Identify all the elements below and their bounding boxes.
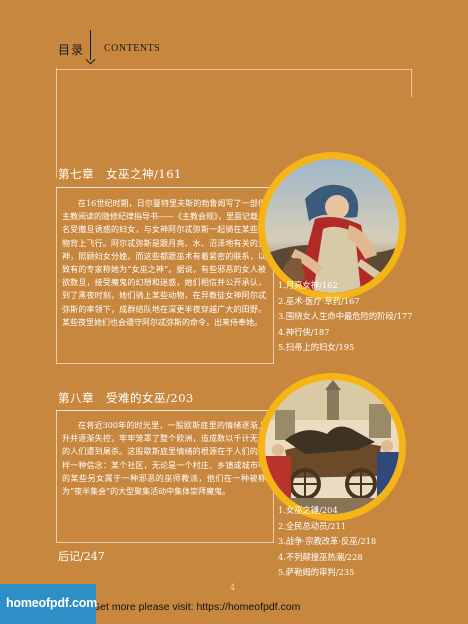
chapter-7-box xyxy=(56,187,274,364)
decorative-frame-top xyxy=(56,69,411,70)
decorative-frame-right xyxy=(411,69,412,97)
footer-link-text[interactable]: Get more please visit: https://homeofpdf… xyxy=(92,601,301,613)
section-item[interactable]: 2.全民总动员/211 xyxy=(278,520,347,531)
chapter-8-summary-text: 在将近300年的时光里，一股欧斯底里的情绪逐渐上升并逐渐失控，牢牢笼罩了整个欧洲… xyxy=(62,421,266,497)
chapter-7-summary-text: 在16世纪时期，日尔曼特里夫斯的勃鲁姆写了一部供主教阅读的隐修纪律指导书——《主… xyxy=(62,199,266,327)
section-item[interactable]: 3.战争·宗教改革·反巫/218 xyxy=(278,536,377,546)
chapter-8-rule xyxy=(56,410,271,411)
toc-title: 目录 xyxy=(58,43,85,57)
decorative-frame-left xyxy=(56,68,417,178)
chapter-7-rule xyxy=(56,187,271,188)
section-item[interactable]: 5.萨勒姆的审判/235 xyxy=(278,567,355,577)
page-number: 4 xyxy=(230,583,236,592)
header-arrow-icon xyxy=(85,54,96,65)
header-divider xyxy=(90,30,91,60)
footer-logo[interactable]: homeofpdf.com xyxy=(6,596,98,610)
chapter-7-heading[interactable]: 第七章 女巫之神/161 xyxy=(58,167,182,181)
toc-subtitle: CONTENTS xyxy=(104,43,161,54)
section-item[interactable]: 4.神行侠/187 xyxy=(278,326,330,337)
section-item[interactable]: 2.巫术·医疗·草药/167 xyxy=(278,295,360,306)
chapter-7-image xyxy=(265,159,399,293)
section-item[interactable]: 5.扫帚上的妇女/195 xyxy=(278,342,355,352)
execution-cart-icon xyxy=(265,380,399,514)
chapter-8-image xyxy=(265,380,399,514)
section-item[interactable]: 3.围绕女人生命中最危险的阶段/177 xyxy=(278,311,413,321)
footer-logo-badge xyxy=(0,584,96,624)
chapter-8-summary: 在将近300年的时光里，一股欧斯底里的情绪逐渐上升并逐渐失控，牢牢笼罩了整个欧洲… xyxy=(62,419,266,498)
woman-painting-icon xyxy=(265,159,399,293)
chapter-8-section-list: 1.女巫之锤/204 2.全民总动员/211 3.战争·宗教改革·反巫/218 … xyxy=(278,503,376,581)
section-item[interactable]: 4.不列颠搜巫热潮/228 xyxy=(278,551,363,562)
chapter-7-section-list: 1.月亮女神/162 2.巫术·医疗·草药/167 3.围绕女人生命中最危险的阶… xyxy=(278,278,412,356)
chapter-8-heading[interactable]: 第八章 受难的女巫/203 xyxy=(58,391,194,405)
afterword-entry[interactable]: 后记/247 xyxy=(58,550,105,563)
chapter-7-summary: 在16世纪时期，日尔曼特里夫斯的勃鲁姆写了一部供主教阅读的隐修纪律指导书——《主… xyxy=(62,197,266,329)
section-item[interactable]: 1.月亮女神/162 xyxy=(278,280,338,290)
section-item[interactable]: 1.女巫之锤/204 xyxy=(278,505,338,515)
